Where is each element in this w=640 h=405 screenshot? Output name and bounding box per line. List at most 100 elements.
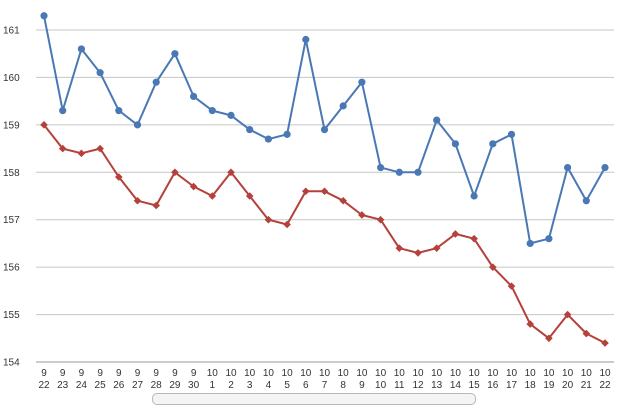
x-tick-label: 9 25 xyxy=(95,368,107,391)
x-tick-label: 10 18 xyxy=(525,368,537,391)
data-point xyxy=(190,92,198,100)
x-tick-day: 22 xyxy=(38,380,50,391)
x-tick-month: 10 xyxy=(356,368,368,379)
x-tick-month: 10 xyxy=(282,368,294,379)
series-group xyxy=(40,12,609,347)
x-tick-day: 2 xyxy=(228,380,234,391)
data-point xyxy=(245,192,254,200)
x-tick-month: 10 xyxy=(207,368,219,379)
x-tick-label: 9 29 xyxy=(169,368,181,391)
data-point xyxy=(171,50,179,58)
x-tick-day: 25 xyxy=(95,380,107,391)
x-tick-label: 10 13 xyxy=(431,368,443,391)
x-tick-label: 9 28 xyxy=(151,368,163,391)
x-tick-label: 10 19 xyxy=(543,368,555,391)
x-tick-label: 10 11 xyxy=(394,368,406,391)
horizontal-scrollbar[interactable] xyxy=(152,393,476,405)
x-tick-month: 9 xyxy=(135,368,141,379)
data-point xyxy=(526,239,534,248)
data-point xyxy=(96,69,104,77)
data-point xyxy=(507,282,516,290)
x-tick-day: 9 xyxy=(359,380,365,391)
x-tick-month: 9 xyxy=(41,368,47,379)
data-point xyxy=(358,211,366,219)
x-tick-day: 28 xyxy=(151,380,163,391)
x-tick-month: 10 xyxy=(263,368,275,379)
x-tick-label: 9 22 xyxy=(38,368,50,391)
data-point xyxy=(489,140,497,148)
data-point xyxy=(115,173,123,181)
x-tick-day: 1 xyxy=(210,380,216,391)
data-point xyxy=(582,329,591,338)
x-tick-label: 10 2 xyxy=(225,368,237,391)
x-tick-label: 10 8 xyxy=(338,368,350,391)
series-line-2 xyxy=(43,124,606,344)
x-tick-month: 10 xyxy=(525,368,537,379)
x-tick-month: 9 xyxy=(191,368,197,379)
x-tick-label: 10 3 xyxy=(244,368,256,391)
data-point xyxy=(376,215,385,224)
data-point xyxy=(451,230,460,238)
x-tick-month: 10 xyxy=(581,368,593,379)
x-tick-day: 12 xyxy=(412,380,424,391)
data-point xyxy=(58,144,67,153)
data-point xyxy=(77,45,85,53)
x-tick-month: 10 xyxy=(225,368,237,379)
x-tick-month: 10 xyxy=(487,368,499,379)
data-point xyxy=(40,12,48,20)
x-tick-day: 21 xyxy=(581,380,593,391)
data-point xyxy=(339,196,347,205)
x-tick-month: 9 xyxy=(97,368,103,379)
data-point xyxy=(227,168,235,177)
x-tick-label: 10 1 xyxy=(207,368,219,391)
data-point xyxy=(152,78,160,86)
x-tick-month: 10 xyxy=(543,368,555,379)
data-point xyxy=(133,196,142,205)
data-point xyxy=(582,197,590,205)
data-point xyxy=(208,107,216,115)
x-tick-month: 10 xyxy=(450,368,462,379)
x-tick-month: 10 xyxy=(506,368,518,379)
x-tick-label: 10 5 xyxy=(282,368,294,391)
x-tick-day: 19 xyxy=(543,380,555,391)
data-point xyxy=(40,121,48,129)
data-point xyxy=(470,234,478,243)
x-tick-day: 11 xyxy=(394,380,405,391)
x-tick-label: 9 24 xyxy=(76,368,88,391)
data-point xyxy=(395,168,403,176)
x-tick-month: 9 xyxy=(116,368,122,379)
data-point xyxy=(246,126,254,134)
x-tick-day: 30 xyxy=(188,380,200,391)
x-tick-day: 27 xyxy=(132,380,144,391)
x-tick-label: 10 21 xyxy=(581,368,593,391)
data-point xyxy=(115,107,123,115)
data-point xyxy=(433,116,441,124)
x-tick-label: 10 20 xyxy=(562,368,574,391)
data-point xyxy=(152,201,160,210)
y-tick-label: 160 xyxy=(3,73,20,84)
data-point xyxy=(601,163,609,172)
x-tick-day: 26 xyxy=(113,380,125,391)
x-tick-day: 15 xyxy=(469,380,481,391)
x-tick-day: 29 xyxy=(169,380,181,391)
data-point xyxy=(395,244,404,252)
x-tick-month: 9 xyxy=(60,368,66,379)
x-tick-day: 7 xyxy=(322,380,328,391)
x-tick-label: 10 15 xyxy=(469,368,481,391)
data-point xyxy=(283,130,291,138)
x-tick-month: 10 xyxy=(338,368,350,379)
data-point xyxy=(59,107,67,115)
y-tick-label: 157 xyxy=(3,215,20,226)
data-point xyxy=(320,126,329,134)
data-point xyxy=(451,140,459,148)
x-tick-day: 22 xyxy=(599,380,611,391)
x-tick-month: 9 xyxy=(79,368,85,379)
x-tick-day: 8 xyxy=(340,380,346,391)
data-point xyxy=(320,187,329,196)
x-tick-month: 10 xyxy=(375,368,387,379)
data-point xyxy=(414,249,422,257)
x-tick-label: 10 7 xyxy=(319,368,331,391)
y-tick-label: 158 xyxy=(3,168,20,179)
